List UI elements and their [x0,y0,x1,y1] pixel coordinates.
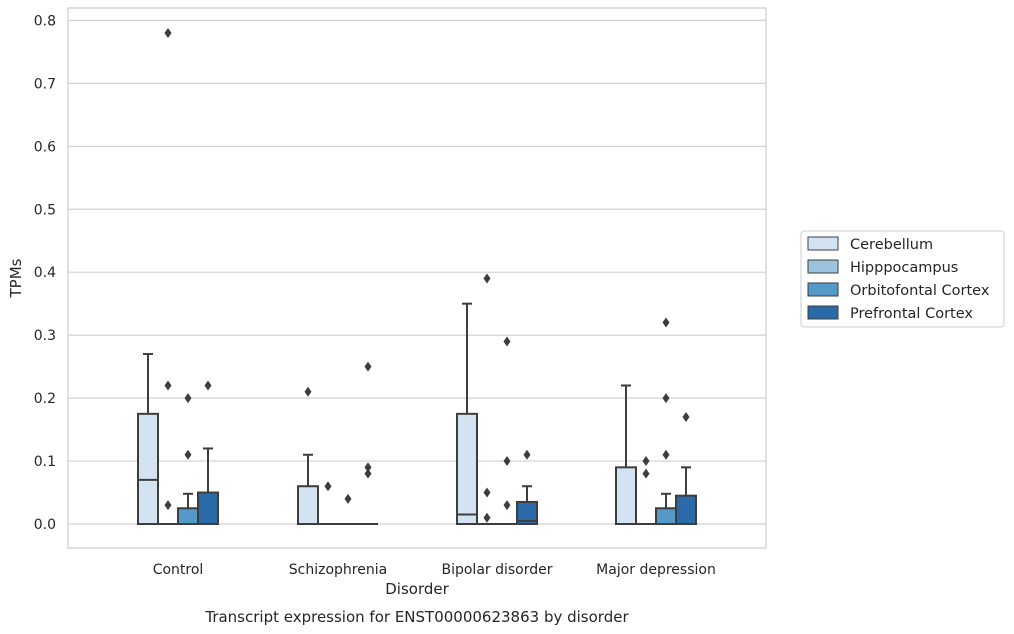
outlier-point [164,27,172,38]
legend-swatch [807,236,839,251]
legend-swatch [807,259,839,274]
legend: Cerebellum Hipppocampus Orbitofontal Corte… [800,230,1005,328]
legend-label: Orbitofontal Cortex [850,283,990,299]
box-prefrontal-cortex [516,485,538,525]
outlier-point [642,468,650,479]
legend-label: Cerebellum [850,237,933,253]
outlier-point [344,493,352,504]
box-prefrontal-cortex [675,466,697,525]
outlier-point [164,380,172,391]
outlier-point [364,462,372,473]
x-tick-label: Schizophrenia [289,562,387,578]
y-tick-label: 0.7 [34,76,56,92]
y-tick-label: 0.1 [34,454,56,470]
box-orbitofontal-cortex [177,492,199,526]
y-tick-label: 0.6 [34,139,56,155]
box-cerebellum [456,302,478,525]
legend-label: Hipppocampus [850,260,958,276]
outlier-points [164,27,690,523]
box-cerebellum [297,453,319,526]
y-axis-label: TPMs [7,258,25,298]
outlier-point [483,273,491,284]
y-tick-label: 0.4 [34,265,56,281]
outlier-point [164,500,172,511]
boxes [137,302,697,526]
outlier-point [324,481,332,492]
box-body [675,494,697,525]
outlier-point [662,449,670,460]
y-tick-labels: 0.0 0.1 0.2 0.3 0.4 0.5 0.6 0.7 0.8 [34,13,56,533]
legend-label: Prefrontal Cortex [850,306,973,322]
outlier-point [483,487,491,498]
grid-lines [68,19,766,525]
y-tick-label: 0.2 [34,391,56,407]
box-body [655,507,677,526]
outlier-point [204,380,212,391]
outlier-point [503,500,511,511]
box-body [197,491,219,525]
outlier-point [662,393,670,404]
x-tick-label: Control [153,562,204,578]
outlier-point [304,386,312,397]
chart-caption: Transcript expression for ENST0000062386… [204,608,629,626]
x-axis-label: Disorder [385,580,449,598]
outlier-point [503,456,511,467]
x-tick-label: Bipolar disorder [441,562,552,578]
legend-swatch [807,305,839,320]
y-tick-label: 0.8 [34,13,56,29]
box-body [297,485,319,526]
x-tick-labels: Control Schizophrenia Bipolar disorder Majo… [153,562,716,578]
box-orbitofontal-cortex [655,492,677,526]
outlier-point [682,411,690,422]
legend-frame [800,230,1005,328]
y-tick-label: 0.3 [34,328,56,344]
box-body [177,507,199,526]
plot-area [67,7,767,549]
box-body [615,466,637,525]
outlier-point [662,317,670,328]
box-body [456,412,478,525]
legend-swatch [807,282,839,297]
box-prefrontal-cortex [197,447,219,525]
outlier-point [483,512,491,523]
outlier-point [364,361,372,372]
y-tick-label: 0.0 [34,517,56,533]
box-body [137,412,159,525]
box-cerebellum [615,384,637,525]
box-cerebellum [137,353,159,525]
outlier-point [364,468,372,479]
outlier-point [642,456,650,467]
y-tick-label: 0.5 [34,202,56,218]
outlier-point [523,449,531,460]
outlier-point [184,393,192,404]
x-tick-label: Major depression [596,562,716,578]
outlier-point [184,449,192,460]
outlier-point [503,336,511,347]
